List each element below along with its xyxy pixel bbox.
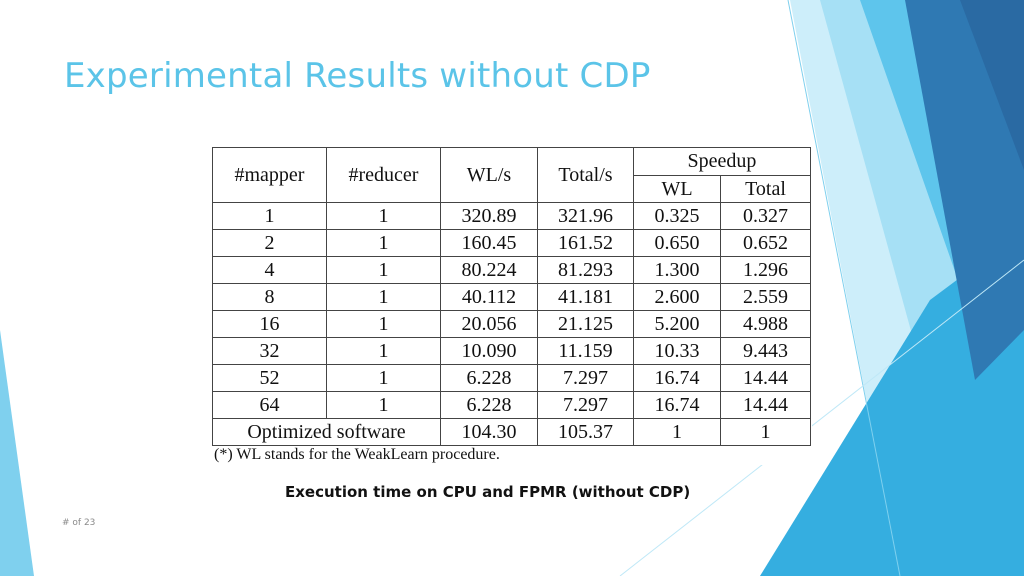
cell-mapper: 52 (212, 364, 327, 392)
cell-total: 321.96 (537, 202, 634, 230)
cell-reducer: 1 (326, 310, 441, 338)
table-row: 64 1 6.228 7.297 16.74 14.44 (212, 391, 811, 419)
table-row: 32 1 10.090 11.159 10.33 9.443 (212, 337, 811, 365)
header-wl: WL/s (440, 147, 538, 203)
header-mapper: #mapper (212, 147, 327, 203)
page-number: # of 23 (62, 518, 96, 528)
header-speedup: Speedup (633, 147, 811, 176)
cell-speedup-total: 14.44 (720, 391, 811, 419)
cell-speedup-wl: 1.300 (633, 256, 721, 284)
cell-speedup-total: 0.652 (720, 229, 811, 257)
table-row: 2 1 160.45 161.52 0.650 0.652 (212, 229, 811, 257)
right-facet-bright (760, 230, 1024, 576)
results-table-panel: #mapper #reducer WL/s Total/s Speedup WL… (208, 143, 812, 465)
cell-speedup-wl: 16.74 (633, 391, 721, 419)
cell-total: 161.52 (537, 229, 634, 257)
results-table-footer: Optimized software 104.30 105.37 1 1 (212, 418, 811, 446)
cell-reducer: 1 (326, 364, 441, 392)
table-row: 4 1 80.224 81.293 1.300 1.296 (212, 256, 811, 284)
table-footnote: (*) WL stands for the WeakLearn procedur… (214, 446, 500, 463)
optimized-speedup-wl: 1 (633, 418, 721, 446)
optimized-speedup-total: 1 (720, 418, 811, 446)
cell-mapper: 16 (212, 310, 327, 338)
cell-wl: 160.45 (440, 229, 538, 257)
cell-speedup-wl: 2.600 (633, 283, 721, 311)
cell-speedup-wl: 5.200 (633, 310, 721, 338)
cell-speedup-total: 4.988 (720, 310, 811, 338)
cell-total: 7.297 (537, 391, 634, 419)
cell-total: 41.181 (537, 283, 634, 311)
cell-total: 11.159 (537, 337, 634, 365)
cell-mapper: 2 (212, 229, 327, 257)
table-row: 16 1 20.056 21.125 5.200 4.988 (212, 310, 811, 338)
cell-reducer: 1 (326, 391, 441, 419)
cell-speedup-wl: 16.74 (633, 364, 721, 392)
slide-title: Experimental Results without CDP (64, 56, 651, 96)
cell-speedup-total: 1.296 (720, 256, 811, 284)
header-row-1: #mapper #reducer WL/s Total/s Speedup (212, 147, 811, 203)
cell-reducer: 1 (326, 202, 441, 230)
cell-reducer: 1 (326, 337, 441, 365)
table-row: 8 1 40.112 41.181 2.600 2.559 (212, 283, 811, 311)
cell-total: 81.293 (537, 256, 634, 284)
optimized-row: Optimized software 104.30 105.37 1 1 (212, 418, 811, 446)
cell-mapper: 1 (212, 202, 327, 230)
cell-speedup-wl: 0.650 (633, 229, 721, 257)
cell-wl: 320.89 (440, 202, 538, 230)
cell-wl: 6.228 (440, 391, 538, 419)
table-row: 52 1 6.228 7.297 16.74 14.44 (212, 364, 811, 392)
cell-wl: 6.228 (440, 364, 538, 392)
cell-speedup-wl: 0.325 (633, 202, 721, 230)
cell-total: 21.125 (537, 310, 634, 338)
cell-speedup-total: 2.559 (720, 283, 811, 311)
cell-total: 7.297 (537, 364, 634, 392)
left-edge-facet (0, 330, 34, 576)
right-facet-dark (905, 0, 1024, 380)
header-speedup-total: Total (720, 174, 811, 203)
header-total: Total/s (537, 147, 634, 203)
cell-mapper: 4 (212, 256, 327, 284)
table-row: 1 1 320.89 321.96 0.325 0.327 (212, 202, 811, 230)
header-speedup-wl: WL (633, 174, 721, 203)
results-table-body: 1 1 320.89 321.96 0.325 0.327 2 1 160.45 161.52 0.… (212, 202, 811, 419)
right-facet-deep (960, 0, 1024, 170)
cell-mapper: 64 (212, 391, 327, 419)
cell-mapper: 8 (212, 283, 327, 311)
cell-speedup-total: 9.443 (720, 337, 811, 365)
cell-reducer: 1 (326, 256, 441, 284)
facet-line-1 (787, 0, 901, 576)
cell-wl: 10.090 (440, 337, 538, 365)
cell-reducer: 1 (326, 283, 441, 311)
results-table: #mapper #reducer WL/s Total/s Speedup WL… (212, 147, 811, 446)
facet-line-2 (619, 259, 1024, 576)
cell-reducer: 1 (326, 229, 441, 257)
header-reducer: #reducer (326, 147, 441, 203)
optimized-wl: 104.30 (440, 418, 538, 446)
table-caption: Execution time on CPU and FPMR (without … (285, 483, 691, 501)
cell-wl: 40.112 (440, 283, 538, 311)
optimized-label: Optimized software (212, 418, 441, 446)
cell-speedup-total: 14.44 (720, 364, 811, 392)
cell-wl: 20.056 (440, 310, 538, 338)
cell-mapper: 32 (212, 337, 327, 365)
cell-wl: 80.224 (440, 256, 538, 284)
optimized-total: 105.37 (537, 418, 634, 446)
cell-speedup-wl: 10.33 (633, 337, 721, 365)
cell-speedup-total: 0.327 (720, 202, 811, 230)
